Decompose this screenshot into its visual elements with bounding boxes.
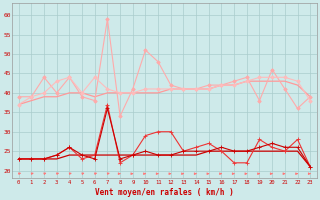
- X-axis label: Vent moyen/en rafales ( km/h ): Vent moyen/en rafales ( km/h ): [95, 188, 234, 197]
